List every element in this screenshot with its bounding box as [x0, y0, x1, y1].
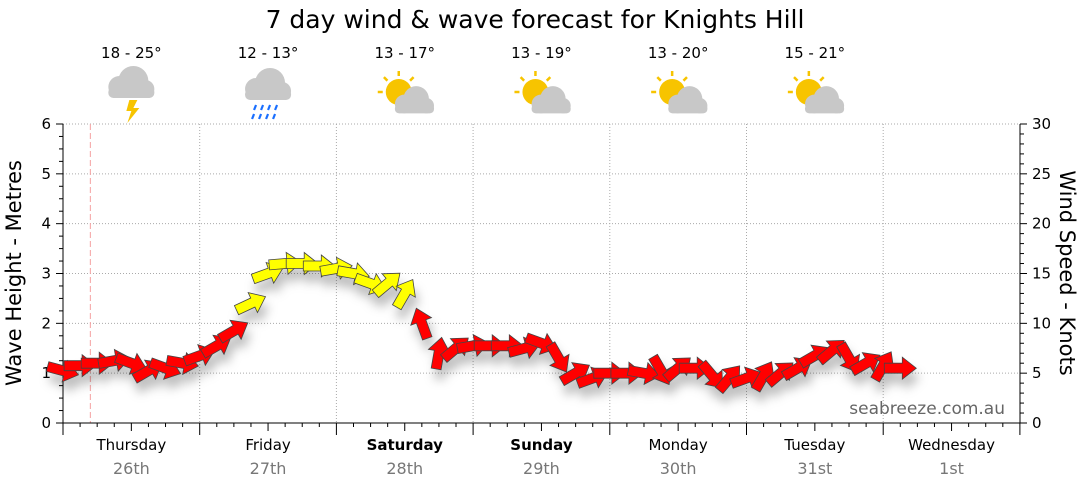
wind-arrow [545, 341, 570, 373]
y-tick-label: 4 [41, 215, 51, 233]
cloud-part [108, 87, 155, 98]
temp-range: 13 - 20° [648, 44, 709, 62]
partly-cloudy-icon [651, 71, 708, 114]
rain-drop [251, 113, 256, 120]
y2-tick-label: 15 [1032, 265, 1051, 283]
temp-range: 12 - 13° [238, 44, 299, 62]
wind-arrow [750, 361, 775, 393]
cloud-shape [394, 86, 434, 114]
y2-tick-label: 5 [1032, 364, 1042, 382]
lightning-bolt [126, 100, 140, 123]
cloud-shape [245, 68, 292, 100]
day-label: Monday [649, 436, 708, 454]
wind-arrow [216, 319, 249, 344]
day-label: Friday [245, 436, 291, 454]
y-tick-label: 0 [41, 414, 51, 432]
storm-icon [108, 66, 155, 123]
date-label: 27th [250, 459, 287, 478]
temp-range: 18 - 25° [101, 44, 162, 62]
sun-ray [656, 76, 662, 82]
y2-tick-label: 25 [1032, 165, 1051, 183]
wind-arrow [427, 336, 451, 371]
wind-arrow [849, 352, 881, 377]
wind-arrow [371, 272, 401, 299]
cloud-shape [531, 86, 571, 114]
partly-cloudy-icon [787, 71, 845, 114]
temp-range: 13 - 17° [374, 44, 435, 62]
day-label: Saturday [367, 436, 444, 454]
rain-drop [258, 113, 263, 120]
rain-drop [253, 104, 258, 111]
y-axis-label: Wave Height - Metres [2, 160, 26, 386]
y-tick-label: 2 [41, 314, 51, 332]
temp-range: 15 - 21° [785, 44, 846, 62]
rain-drop [272, 113, 277, 120]
wind-arrow [391, 278, 416, 311]
y2-tick-label: 30 [1032, 115, 1051, 133]
y2-tick-label: 10 [1032, 314, 1051, 332]
y-tick-label: 3 [41, 265, 51, 283]
cloud-part [805, 104, 845, 114]
date-label: 1st [939, 459, 964, 478]
watermark: seabreeze.com.au [849, 399, 1005, 419]
day-label: Tuesday [783, 436, 845, 454]
cloud-part [668, 104, 708, 114]
y2-tick-label: 20 [1032, 215, 1051, 233]
cloud-part [531, 104, 571, 114]
y-tick-label: 6 [41, 115, 51, 133]
sun-ray [519, 76, 526, 82]
sun-ray [409, 76, 415, 82]
rain-drop [267, 104, 272, 111]
wind-arrow [593, 361, 627, 386]
wind-arrow [714, 365, 741, 395]
y2-tick-label: 0 [1032, 414, 1042, 432]
cloud-shape [668, 86, 708, 114]
cloud-part [245, 89, 292, 100]
rain-drop [260, 104, 265, 111]
date-label: 29th [523, 459, 560, 478]
sun-ray [383, 76, 389, 82]
partly-cloudy-icon [514, 71, 571, 114]
sun-ray [793, 76, 799, 82]
date-label: 30th [660, 459, 697, 478]
date-label: 26th [113, 459, 150, 478]
sun-ray [545, 76, 552, 82]
rain-drop [265, 113, 270, 120]
temp-range: 13 - 19° [511, 44, 572, 62]
y-tick-label: 1 [41, 364, 51, 382]
cloud-part [394, 104, 434, 114]
cloud-shape [108, 66, 155, 98]
date-label: 31st [797, 459, 832, 478]
wind-arrow [233, 292, 267, 316]
wind-arrow [883, 356, 917, 381]
wind-arrow [626, 361, 661, 386]
sun-ray [682, 76, 688, 82]
rain-drop [274, 104, 279, 111]
wind-arrow [410, 307, 433, 341]
day-label: Wednesday [908, 436, 995, 454]
rain-icon [245, 68, 292, 120]
wind-arrow [473, 333, 507, 358]
date-label: 28th [386, 459, 423, 478]
chart-title: 7 day wind & wave forecast for Knights H… [266, 5, 805, 34]
y2-axis-label: Wind Speed - Knots [1055, 170, 1079, 375]
day-label: Sunday [510, 436, 573, 454]
partly-cloudy-icon [377, 71, 434, 114]
wind-arrow [697, 359, 724, 389]
sun-ray [819, 76, 825, 82]
cloud-shape [805, 86, 845, 114]
wind-arrow [870, 351, 895, 383]
day-label: Thursday [95, 436, 166, 454]
y-tick-label: 5 [41, 165, 51, 183]
